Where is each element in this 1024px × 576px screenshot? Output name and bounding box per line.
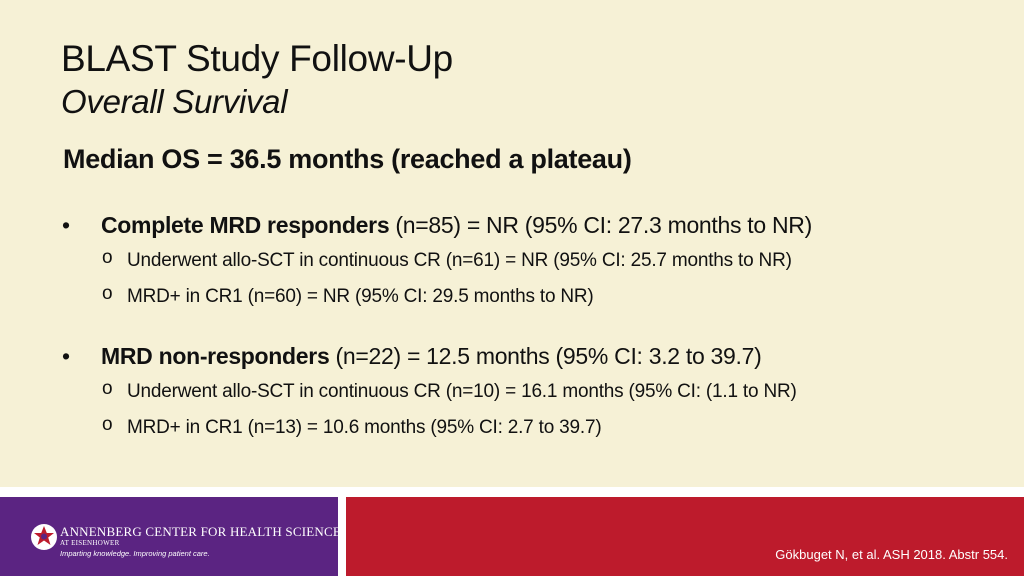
bullet-bold-label: MRD non-responders (101, 343, 330, 369)
sub-bullet-text: MRD+ in CR1 (n=13) = 10.6 months (95% CI… (127, 417, 602, 438)
bullet-dot-icon: • (62, 343, 70, 369)
footer: ANNENBERG CENTER FOR HEALTH SCIENCES AT … (0, 487, 1024, 576)
bullet-detail: (n=85) = NR (95% CI: 27.3 months to NR) (389, 212, 812, 238)
sub-bullet: o MRD+ in CR1 (n=13) = 10.6 months (95% … (60, 414, 1000, 440)
logo-panel: ANNENBERG CENTER FOR HEALTH SCIENCES AT … (0, 497, 348, 576)
sub-bullet-text: Underwent allo-SCT in continuous CR (n=6… (127, 250, 792, 271)
sub-bullet: o Underwent allo-SCT in continuous CR (n… (60, 378, 1000, 404)
sub-bullet: o MRD+ in CR1 (n=60) = NR (95% CI: 29.5 … (60, 283, 1000, 309)
logo-tagline: Imparting knowledge. Improving patient c… (60, 549, 210, 558)
sub-bullet-marker-icon: o (102, 414, 113, 435)
bullet-complete-mrd-responders: • Complete MRD responders (n=85) = NR (9… (60, 210, 1000, 309)
logo-organization-name: ANNENBERG CENTER FOR HEALTH SCIENCES (60, 524, 349, 539)
sub-bullet-marker-icon: o (102, 283, 113, 304)
logo-location: AT EISENHOWER (60, 539, 120, 547)
bullet-mrd-non-responders: • MRD non-responders (n=22) = 12.5 month… (60, 341, 1000, 440)
sub-bullet-marker-icon: o (102, 247, 113, 268)
title-block: BLAST Study Follow-Up Overall Survival (61, 36, 453, 122)
bullet-bold-label: Complete MRD responders (101, 212, 390, 238)
sub-bullet: o Underwent allo-SCT in continuous CR (n… (60, 247, 1000, 273)
bullet-main-text: • Complete MRD responders (n=85) = NR (9… (60, 210, 1000, 240)
sub-bullet-marker-icon: o (102, 378, 113, 399)
star-emblem-icon (31, 524, 57, 550)
bullet-detail: (n=22) = 12.5 months (95% CI: 3.2 to 39.… (329, 343, 762, 369)
median-os-headline: Median OS = 36.5 months (reached a plate… (63, 144, 632, 174)
bullet-dot-icon: • (62, 212, 70, 238)
footer-red-band: Gökbuget N, et al. ASH 2018. Abstr 554. (346, 497, 1024, 576)
sub-bullet-text: MRD+ in CR1 (n=60) = NR (95% CI: 29.5 mo… (127, 286, 594, 307)
slide-subtitle: Overall Survival (61, 83, 288, 120)
slide-title: BLAST Study Follow-Up (61, 38, 453, 79)
bullet-main-text: • MRD non-responders (n=22) = 12.5 month… (60, 341, 1000, 371)
citation: Gökbuget N, et al. ASH 2018. Abstr 554. (775, 547, 1008, 562)
sub-bullet-text: Underwent allo-SCT in continuous CR (n=1… (127, 381, 797, 402)
